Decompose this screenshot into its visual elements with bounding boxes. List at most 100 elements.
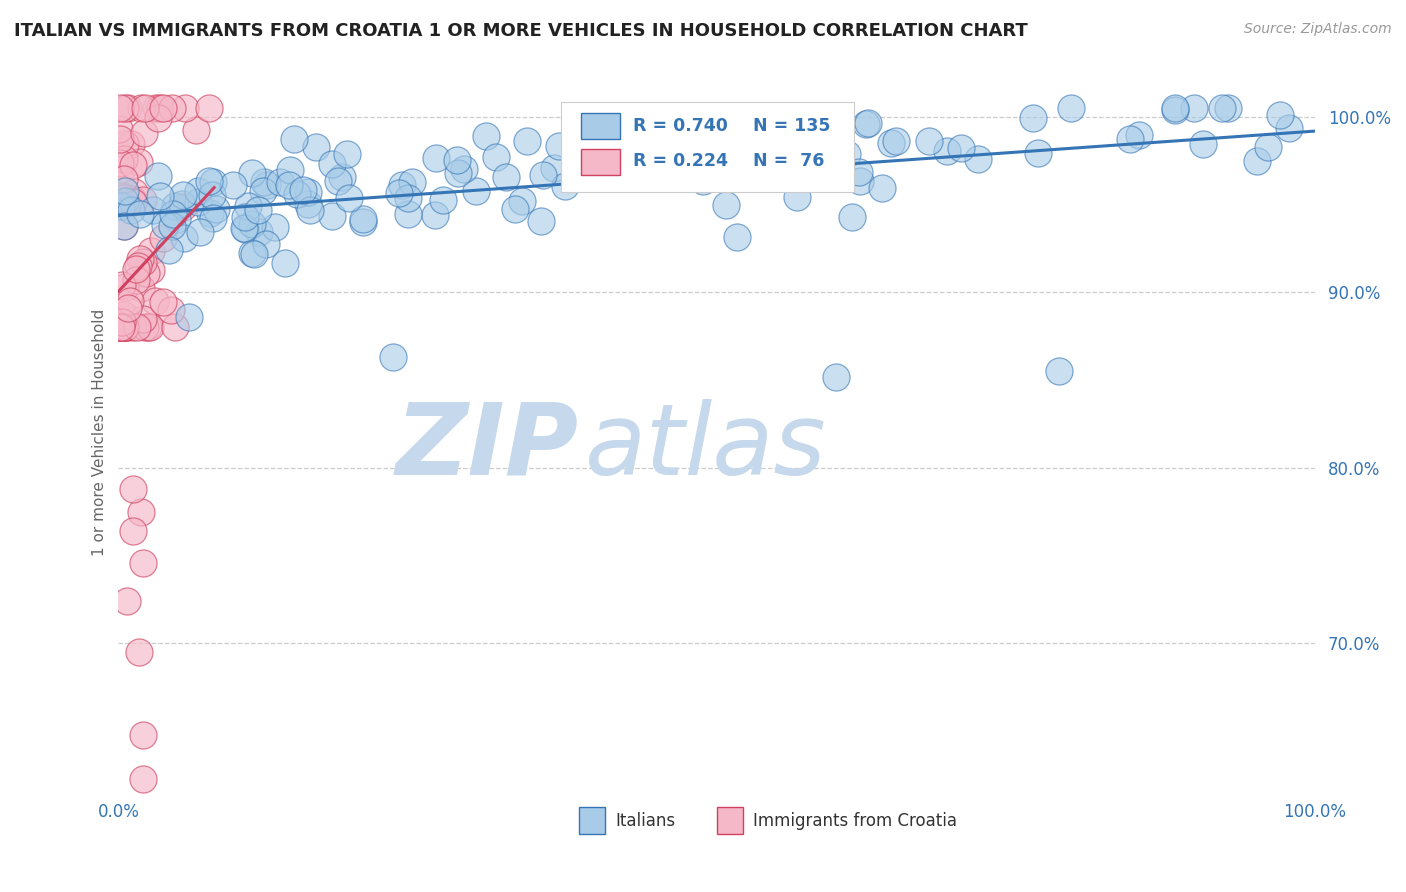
Point <box>142 203 165 218</box>
Point <box>274 256 297 270</box>
Text: ZIP: ZIP <box>396 399 579 496</box>
Point <box>172 197 194 211</box>
Point <box>201 188 224 202</box>
Point <box>884 134 907 148</box>
Point <box>146 169 169 183</box>
Point <box>391 178 413 193</box>
Point <box>172 188 194 202</box>
Point <box>136 320 159 334</box>
Point <box>187 185 209 199</box>
Point <box>848 164 870 178</box>
Point <box>146 111 169 125</box>
Point <box>238 199 260 213</box>
Point <box>950 141 973 155</box>
Point <box>858 116 880 130</box>
Point <box>172 200 194 214</box>
Point <box>132 772 155 786</box>
Point <box>117 101 139 115</box>
Point <box>111 277 134 292</box>
Point <box>530 214 553 228</box>
Point <box>786 190 808 204</box>
Point <box>114 185 136 199</box>
Point <box>465 184 488 198</box>
Point <box>547 139 569 153</box>
Point <box>849 174 872 188</box>
Point <box>163 199 186 213</box>
Point <box>321 157 343 171</box>
Point <box>107 190 129 204</box>
Point <box>128 645 150 659</box>
Point <box>305 140 328 154</box>
Point <box>692 174 714 188</box>
Point <box>128 155 150 169</box>
Point <box>766 129 789 144</box>
Point <box>198 101 221 115</box>
Text: ITALIAN VS IMMIGRANTS FROM CROATIA 1 OR MORE VEHICLES IN HOUSEHOLD CORRELATION C: ITALIAN VS IMMIGRANTS FROM CROATIA 1 OR … <box>14 22 1028 40</box>
Point <box>484 150 506 164</box>
Point <box>232 221 254 235</box>
Point <box>918 134 941 148</box>
Point <box>111 191 134 205</box>
Point <box>201 211 224 226</box>
Point <box>1164 101 1187 115</box>
Point <box>336 147 359 161</box>
Point <box>278 163 301 178</box>
Point <box>835 146 858 161</box>
Point <box>401 175 423 189</box>
Point <box>122 158 145 172</box>
Point <box>516 134 538 148</box>
Point <box>475 128 498 143</box>
Point <box>139 263 162 277</box>
Point <box>115 320 138 334</box>
Point <box>132 556 155 570</box>
Point <box>388 186 411 200</box>
Point <box>127 259 149 273</box>
FancyBboxPatch shape <box>561 102 855 192</box>
Point <box>381 351 404 365</box>
Point <box>1246 154 1268 169</box>
Point <box>187 195 209 210</box>
Point <box>110 199 132 213</box>
Point <box>112 219 135 233</box>
Point <box>1278 121 1301 136</box>
Point <box>152 231 174 245</box>
Point <box>298 203 321 218</box>
Point <box>108 101 131 115</box>
Point <box>110 320 132 334</box>
Point <box>1211 101 1233 115</box>
Point <box>139 244 162 258</box>
Point <box>256 178 278 193</box>
Point <box>152 294 174 309</box>
Point <box>246 203 269 218</box>
Point <box>107 121 129 136</box>
Point <box>131 101 153 115</box>
Point <box>1182 101 1205 115</box>
Point <box>198 205 221 219</box>
Text: R = 0.224: R = 0.224 <box>633 153 728 170</box>
Point <box>139 320 162 334</box>
Point <box>117 301 139 316</box>
Point <box>1268 108 1291 122</box>
Point <box>128 252 150 266</box>
Point <box>770 110 793 124</box>
Bar <box>717 807 742 834</box>
Point <box>233 222 256 236</box>
Point <box>841 211 863 225</box>
Point <box>396 192 419 206</box>
Text: N =  76: N = 76 <box>752 153 824 170</box>
Point <box>264 220 287 235</box>
Point <box>108 172 131 186</box>
Point <box>134 320 156 334</box>
Point <box>1128 128 1150 142</box>
Point <box>112 308 135 322</box>
Point <box>352 212 374 227</box>
Point <box>111 188 134 202</box>
Point <box>1022 111 1045 125</box>
Point <box>107 320 129 334</box>
Point <box>135 266 157 280</box>
Point <box>531 168 554 182</box>
Point <box>157 243 180 257</box>
Point <box>160 219 183 233</box>
Point <box>1164 103 1187 117</box>
Point <box>120 137 142 152</box>
